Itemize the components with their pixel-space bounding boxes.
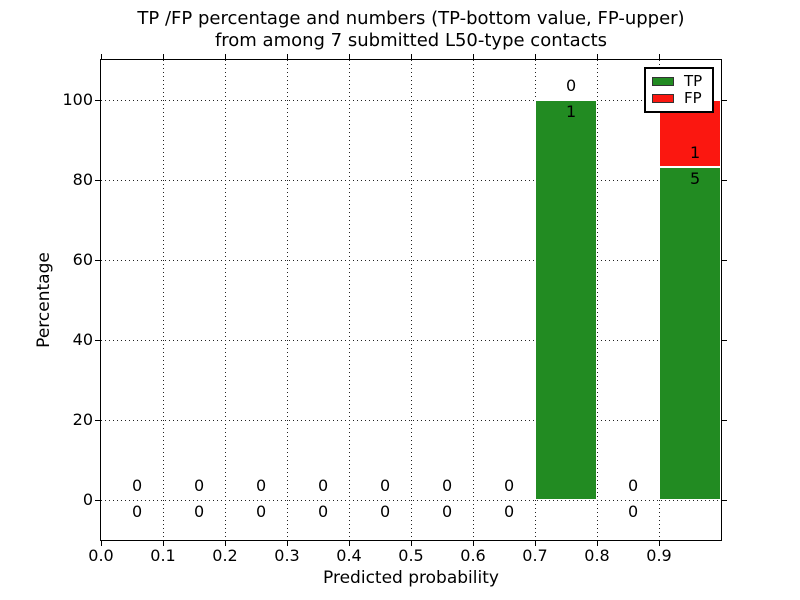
y-tick-label: 80 <box>72 170 93 189</box>
y-tick-right <box>722 180 727 181</box>
y-tick-right <box>722 260 727 261</box>
gridline-vertical <box>225 60 226 540</box>
fp-count-label: 0 <box>442 476 453 495</box>
tp-count-label: 0 <box>256 502 267 521</box>
x-tick-top <box>163 54 164 59</box>
y-tick-label: 60 <box>72 250 93 269</box>
tp-count-label: 0 <box>628 502 639 521</box>
x-tick-bottom <box>659 541 660 546</box>
x-tick-label: 0.3 <box>274 546 300 565</box>
tp-count-label: 1 <box>566 102 577 121</box>
y-tick-left <box>95 100 100 101</box>
y-tick-left <box>95 180 100 181</box>
gridline-horizontal <box>101 260 721 261</box>
bar-segment-tp <box>535 100 597 500</box>
x-tick-top <box>349 54 350 59</box>
gridline-horizontal <box>101 340 721 341</box>
x-tick-bottom <box>535 541 536 546</box>
x-tick-bottom <box>349 541 350 546</box>
gridline-vertical <box>473 60 474 540</box>
chart-title-line1: TP /FP percentage and numbers (TP-bottom… <box>137 8 685 29</box>
tp-count-label: 0 <box>504 502 515 521</box>
legend-swatch-tp <box>652 76 674 86</box>
x-tick-label: 0.8 <box>584 546 610 565</box>
x-tick-label: 0.0 <box>88 546 114 565</box>
x-tick-bottom <box>225 541 226 546</box>
x-tick-top <box>225 54 226 59</box>
tp-count-label: 0 <box>194 502 205 521</box>
x-tick-top <box>287 54 288 59</box>
gridline-vertical <box>163 60 164 540</box>
legend-swatch-fp <box>652 94 674 104</box>
legend: TP FP <box>644 67 714 113</box>
x-tick-top <box>101 54 102 59</box>
fp-count-label: 0 <box>132 476 143 495</box>
x-tick-label: 0.1 <box>150 546 176 565</box>
x-tick-label: 0.5 <box>398 546 424 565</box>
tp-count-label: 0 <box>442 502 453 521</box>
chart-title-line2: from among 7 submitted L50-type contacts <box>214 30 608 51</box>
y-tick-left <box>95 420 100 421</box>
x-tick-label: 0.4 <box>336 546 362 565</box>
legend-label: FP <box>684 89 702 108</box>
tp-count-label: 5 <box>690 168 701 188</box>
x-tick-label: 0.9 <box>646 546 672 565</box>
x-tick-label: 0.6 <box>460 546 486 565</box>
x-tick-bottom <box>163 541 164 546</box>
gridline-vertical <box>411 60 412 540</box>
y-tick-right <box>722 420 727 421</box>
x-tick-bottom <box>473 541 474 546</box>
y-tick-right <box>722 100 727 101</box>
plot-area: 0 0 0 0 0 0 0 0 0 0 0 0 0 0 0 1 0 0 1 5 <box>95 54 727 546</box>
fp-count-label: 0 <box>194 476 205 495</box>
gridline-horizontal <box>101 500 721 501</box>
legend-item: TP <box>652 71 706 90</box>
fp-count-label: 0 <box>318 476 329 495</box>
y-tick-label: 20 <box>72 410 93 429</box>
fp-count-label: 0 <box>566 76 577 95</box>
x-tick-top <box>597 54 598 59</box>
x-tick-label: 0.2 <box>212 546 238 565</box>
tp-count-label: 0 <box>318 502 329 521</box>
fp-count-label: 0 <box>628 476 639 495</box>
y-tick-right <box>722 500 727 501</box>
x-tick-top <box>473 54 474 59</box>
gridline-horizontal <box>101 100 721 101</box>
gridline-horizontal <box>101 420 721 421</box>
tp-count-label: 0 <box>132 502 143 521</box>
fp-count-label: 0 <box>380 476 391 495</box>
fp-count-label: 0 <box>504 476 515 495</box>
gridline-horizontal <box>101 180 721 181</box>
gridline-vertical <box>597 60 598 540</box>
y-tick-label: 100 <box>62 90 93 109</box>
legend-label: TP <box>684 71 703 90</box>
chart-title: TP /FP percentage and numbers (TP-bottom… <box>101 8 721 52</box>
x-tick-bottom <box>597 541 598 546</box>
y-tick-left <box>95 260 100 261</box>
x-axis-label: Predicted probability <box>323 568 499 588</box>
y-tick-label: 40 <box>72 330 93 349</box>
x-tick-bottom <box>411 541 412 546</box>
x-tick-bottom <box>101 541 102 546</box>
fp-count-label: 0 <box>256 476 267 495</box>
y-tick-label: 0 <box>82 490 93 509</box>
y-tick-left <box>95 340 100 341</box>
tp-count-label: 0 <box>380 502 391 521</box>
gridline-vertical <box>287 60 288 540</box>
fp-count-label: 1 <box>690 142 701 162</box>
y-tick-left <box>95 500 100 501</box>
x-tick-top <box>659 54 660 59</box>
x-tick-label: 0.7 <box>522 546 548 565</box>
x-tick-bottom <box>287 541 288 546</box>
y-tick-right <box>722 340 727 341</box>
x-tick-top <box>535 54 536 59</box>
bar-segment-tp <box>659 166 721 500</box>
legend-item: FP <box>652 91 706 106</box>
gridline-vertical <box>349 60 350 540</box>
x-tick-top <box>411 54 412 59</box>
